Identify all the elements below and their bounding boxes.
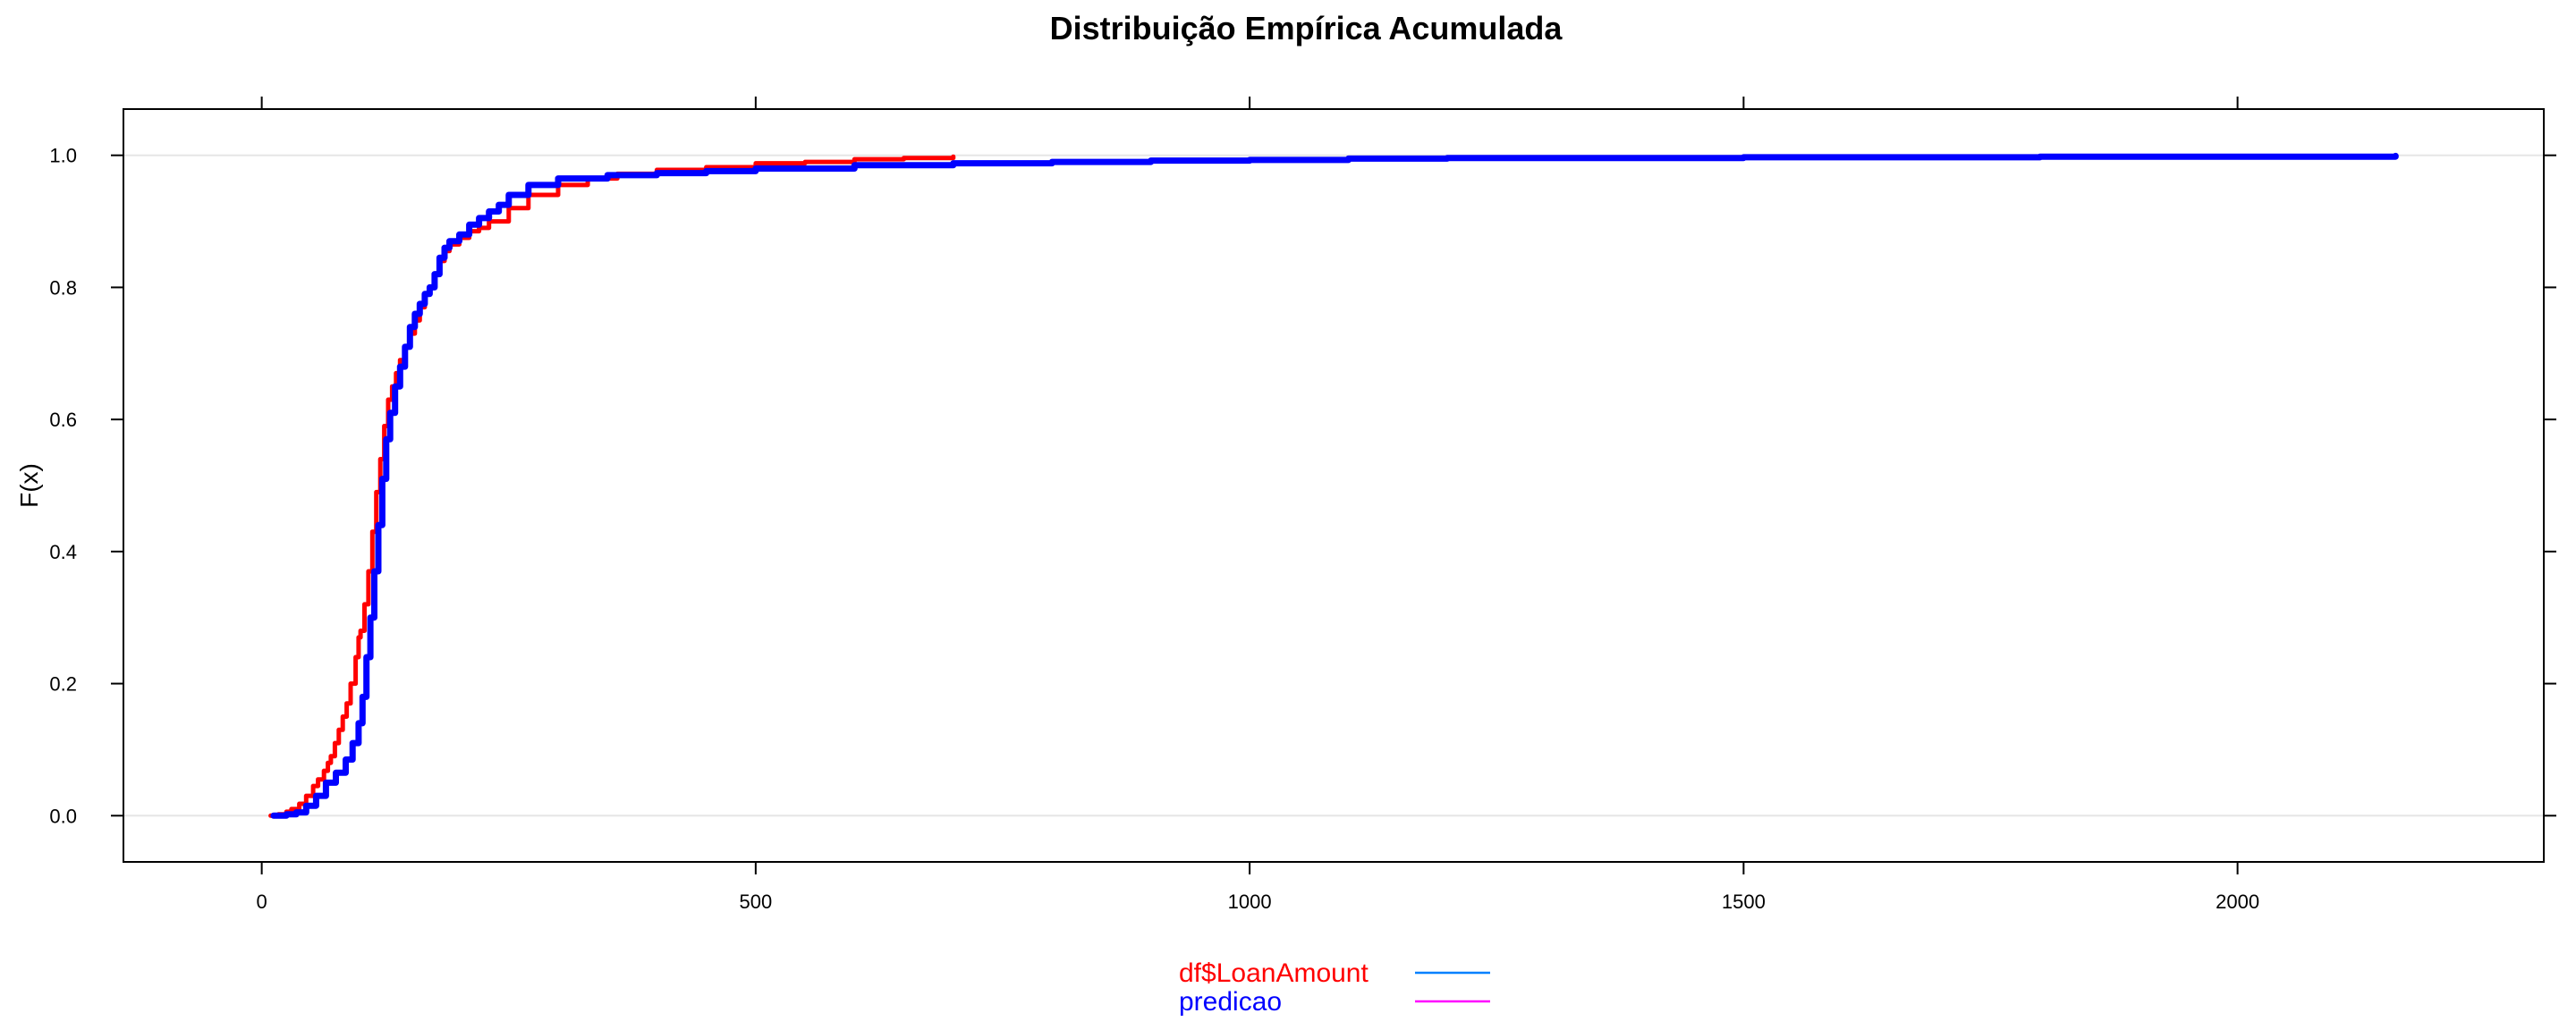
legend-label-0: df$LoanAmount <box>1179 958 1368 988</box>
x-tick-label-1: 500 <box>740 891 773 913</box>
y-tick-label-5: 1.0 <box>49 145 77 167</box>
gridlines <box>123 154 2544 817</box>
series-layer <box>268 152 2399 819</box>
y-tick-label-0: 0.0 <box>49 805 77 827</box>
x-tick-label-3: 1500 <box>1722 891 1766 913</box>
y-tick-label-4: 0.8 <box>49 276 77 299</box>
y-tick-label-2: 0.4 <box>49 541 77 563</box>
y-tick-label-3: 0.6 <box>49 409 77 431</box>
x-tick-label-2: 1000 <box>1228 891 1272 913</box>
plot-frame <box>123 108 2545 863</box>
legend-label-1: predicao <box>1179 987 1282 1017</box>
x-axis: 0 500 1000 1500 2000 <box>257 97 2259 913</box>
y-axis: 0.0 0.2 0.4 0.6 0.8 1.0 <box>49 145 2556 827</box>
y-axis-label: F(x) <box>15 463 43 508</box>
series-line-df-loanamount <box>268 154 956 818</box>
x-tick-label-0: 0 <box>257 891 267 913</box>
x-tick-label-4: 2000 <box>2216 891 2259 913</box>
series-line-predicao <box>270 152 2399 819</box>
y-tick-label-1: 0.2 <box>49 673 77 696</box>
chart-title: Distribuição Empírica Acumulada <box>1050 10 1563 46</box>
